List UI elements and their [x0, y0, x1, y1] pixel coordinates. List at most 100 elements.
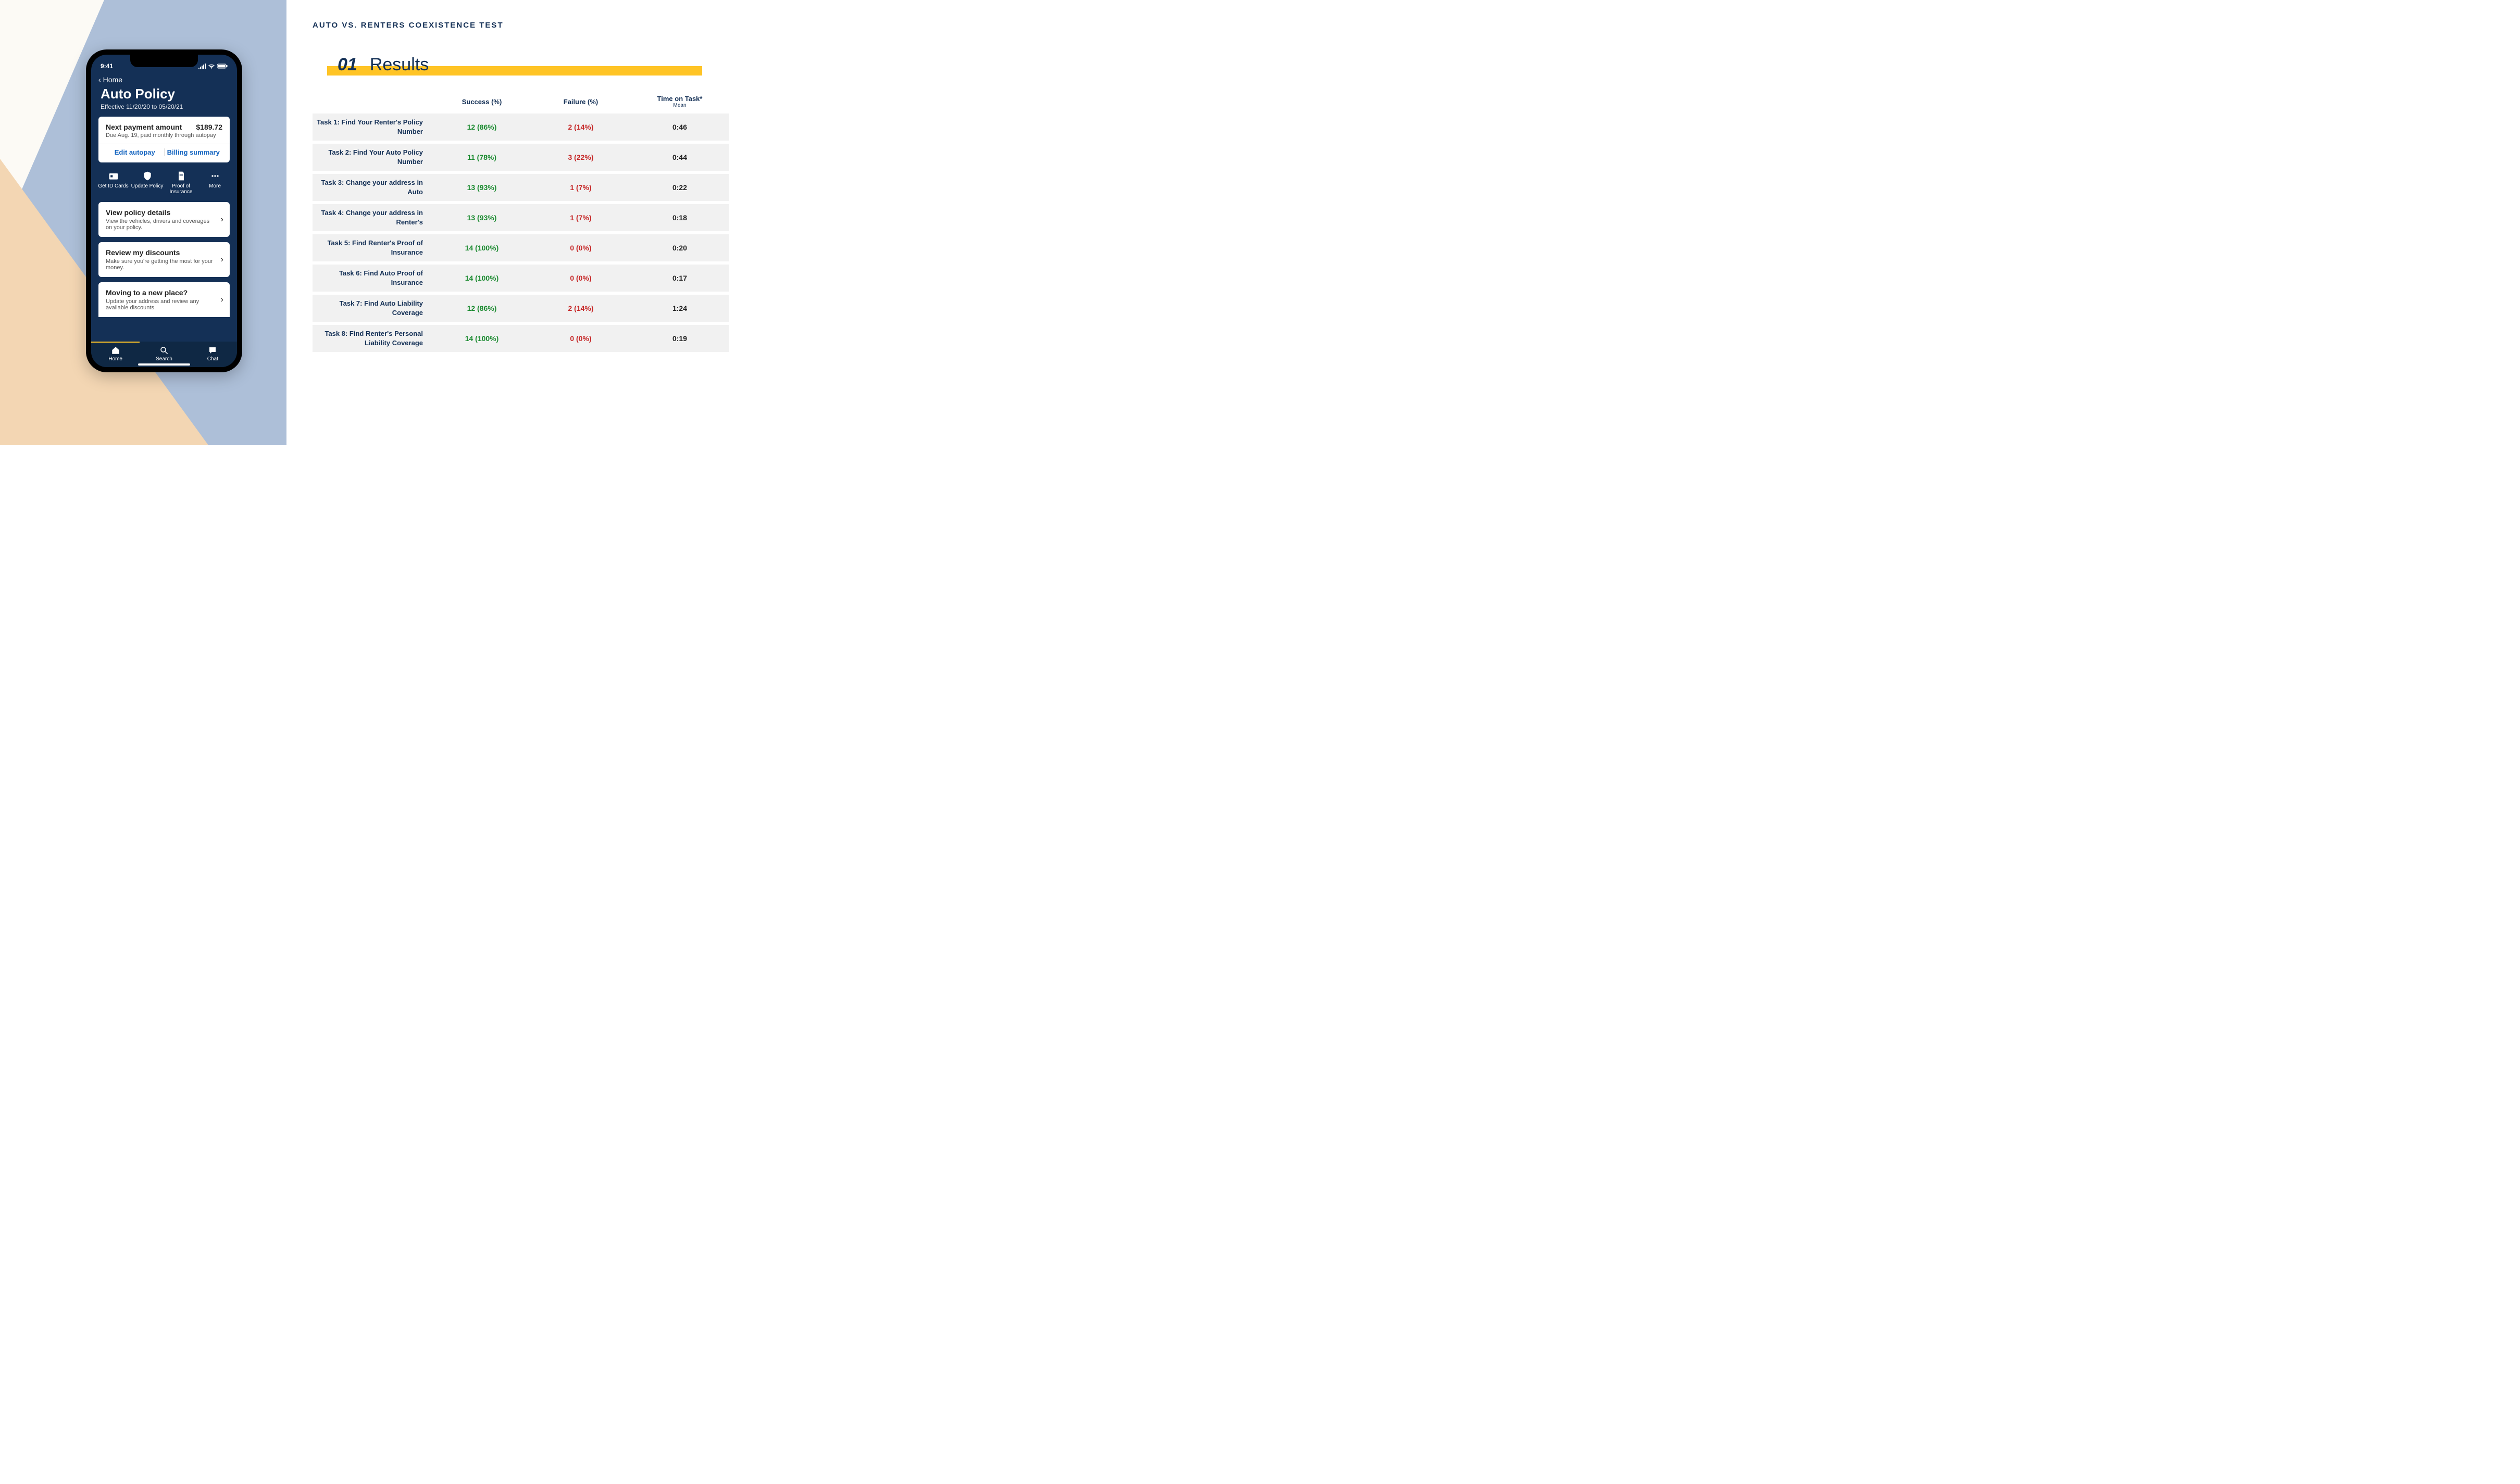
- time-value: 1:24: [630, 304, 729, 312]
- page-title: Auto Policy: [91, 86, 237, 103]
- time-value: 0:44: [630, 153, 729, 161]
- edit-autopay-button[interactable]: Edit autopay: [106, 148, 165, 156]
- discounts-card[interactable]: Review my discounts Make sure you're get…: [98, 242, 230, 277]
- success-value: 13 (93%): [432, 213, 531, 222]
- right-panel: AUTO VS. RENTERS COEXISTENCE TEST 01 Res…: [286, 0, 755, 445]
- back-label: Home: [103, 76, 122, 84]
- payment-label: Next payment amount: [106, 123, 182, 131]
- table-row: Task 2: Find Your Auto Policy Number11 (…: [313, 144, 729, 171]
- card-subtitle: Make sure you're getting the most for yo…: [106, 258, 222, 271]
- table-row: Task 1: Find Your Renter's Policy Number…: [313, 114, 729, 141]
- success-value: 12 (86%): [432, 304, 531, 312]
- results-table: Success (%) Failure (%) Time on Task* Me…: [313, 95, 729, 352]
- table-row: Task 7: Find Auto Liability Coverage12 (…: [313, 295, 729, 322]
- table-header: Success (%) Failure (%) Time on Task* Me…: [313, 95, 729, 114]
- more-icon: [210, 171, 220, 181]
- id-card-icon: [108, 171, 119, 181]
- left-panel: 9:41 ‹ Home Auto Policy Effective 11/20/…: [0, 0, 286, 445]
- failure-value: 1 (7%): [531, 183, 630, 192]
- table-row: Task 5: Find Renter's Proof of Insurance…: [313, 234, 729, 261]
- action-label: More: [209, 183, 221, 189]
- table-row: Task 8: Find Renter's Personal Liability…: [313, 325, 729, 352]
- time-value: 0:46: [630, 123, 729, 131]
- card-subtitle: Update your address and review any avail…: [106, 298, 222, 311]
- failure-value: 1 (7%): [531, 213, 630, 222]
- battery-icon: [217, 64, 228, 69]
- col-failure: Failure (%): [531, 98, 630, 111]
- section-title: Results: [370, 55, 429, 75]
- moving-card[interactable]: Moving to a new place? Update your addre…: [98, 282, 230, 317]
- get-id-cards-button[interactable]: Get ID Cards: [96, 171, 130, 195]
- chevron-right-icon: ›: [221, 295, 223, 305]
- time-value: 0:18: [630, 213, 729, 222]
- card-subtitle: View the vehicles, drivers and coverages…: [106, 218, 222, 231]
- payment-card: Next payment amount $189.72 Due Aug. 19,…: [98, 117, 230, 162]
- col-time: Time on Task* Mean: [630, 95, 729, 114]
- task-label: Task 2: Find Your Auto Policy Number: [313, 148, 432, 166]
- col-time-sub: Mean: [630, 103, 729, 108]
- success-value: 12 (86%): [432, 123, 531, 131]
- failure-value: 0 (0%): [531, 274, 630, 282]
- nav-label: Chat: [207, 356, 218, 362]
- table-row: Task 3: Change your address in Auto13 (9…: [313, 174, 729, 201]
- time-value: 0:20: [630, 244, 729, 252]
- document-icon: [176, 171, 186, 181]
- payment-amount: $189.72: [196, 123, 222, 131]
- success-value: 14 (100%): [432, 244, 531, 252]
- update-policy-button[interactable]: Update Policy: [130, 171, 164, 195]
- active-tab-indicator: [91, 342, 140, 343]
- section-number: 01: [338, 55, 357, 75]
- failure-value: 3 (22%): [531, 153, 630, 161]
- col-success: Success (%): [432, 98, 531, 111]
- time-value: 0:19: [630, 334, 729, 343]
- task-label: Task 4: Change your address in Renter's: [313, 208, 432, 227]
- quick-actions: Get ID Cards Update Policy Proof of Insu…: [91, 168, 237, 202]
- nav-label: Home: [108, 356, 122, 362]
- task-label: Task 6: Find Auto Proof of Insurance: [313, 269, 432, 287]
- signal-icon: [198, 64, 206, 69]
- phone-mockup: 9:41 ‹ Home Auto Policy Effective 11/20/…: [86, 49, 242, 372]
- phone-notch: [130, 55, 198, 67]
- proof-insurance-button[interactable]: Proof of Insurance: [164, 171, 198, 195]
- back-button[interactable]: ‹ Home: [91, 72, 237, 86]
- task-label: Task 8: Find Renter's Personal Liability…: [313, 329, 432, 347]
- nav-label: Search: [156, 356, 172, 362]
- search-icon: [159, 346, 169, 355]
- failure-value: 2 (14%): [531, 123, 630, 131]
- status-icons: [198, 64, 228, 69]
- shield-icon: [142, 171, 153, 181]
- card-title: View policy details: [106, 208, 222, 217]
- eyebrow-title: AUTO VS. RENTERS COEXISTENCE TEST: [313, 21, 729, 30]
- table-row: Task 4: Change your address in Renter's1…: [313, 204, 729, 231]
- card-title: Moving to a new place?: [106, 288, 222, 297]
- policy-details-card[interactable]: View policy details View the vehicles, d…: [98, 202, 230, 237]
- action-label: Update Policy: [131, 183, 164, 189]
- task-label: Task 7: Find Auto Liability Coverage: [313, 299, 432, 317]
- failure-value: 0 (0%): [531, 334, 630, 343]
- chevron-left-icon: ‹: [98, 76, 101, 84]
- status-time: 9:41: [101, 62, 113, 70]
- task-label: Task 3: Change your address in Auto: [313, 178, 432, 196]
- billing-summary-button[interactable]: Billing summary: [165, 148, 223, 156]
- nav-chat[interactable]: Chat: [189, 346, 237, 362]
- payment-due: Due Aug. 19, paid monthly through autopa…: [106, 132, 222, 139]
- home-icon: [111, 346, 120, 355]
- success-value: 14 (100%): [432, 274, 531, 282]
- action-label: Get ID Cards: [98, 183, 128, 189]
- time-value: 0:22: [630, 183, 729, 192]
- nav-home[interactable]: Home: [91, 346, 140, 362]
- table-row: Task 6: Find Auto Proof of Insurance14 (…: [313, 265, 729, 292]
- bottom-nav: Home Search Chat: [91, 342, 237, 367]
- chat-icon: [208, 346, 217, 355]
- task-label: Task 1: Find Your Renter's Policy Number: [313, 118, 432, 136]
- phone-screen: 9:41 ‹ Home Auto Policy Effective 11/20/…: [91, 55, 237, 367]
- more-button[interactable]: More: [198, 171, 232, 195]
- nav-search[interactable]: Search: [140, 346, 188, 362]
- home-indicator: [138, 363, 190, 366]
- success-value: 11 (78%): [432, 153, 531, 161]
- time-value: 0:17: [630, 274, 729, 282]
- chevron-right-icon: ›: [221, 255, 223, 265]
- effective-dates: Effective 11/20/20 to 05/20/21: [91, 103, 237, 117]
- task-label: Task 5: Find Renter's Proof of Insurance: [313, 238, 432, 257]
- col-time-label: Time on Task*: [657, 95, 703, 103]
